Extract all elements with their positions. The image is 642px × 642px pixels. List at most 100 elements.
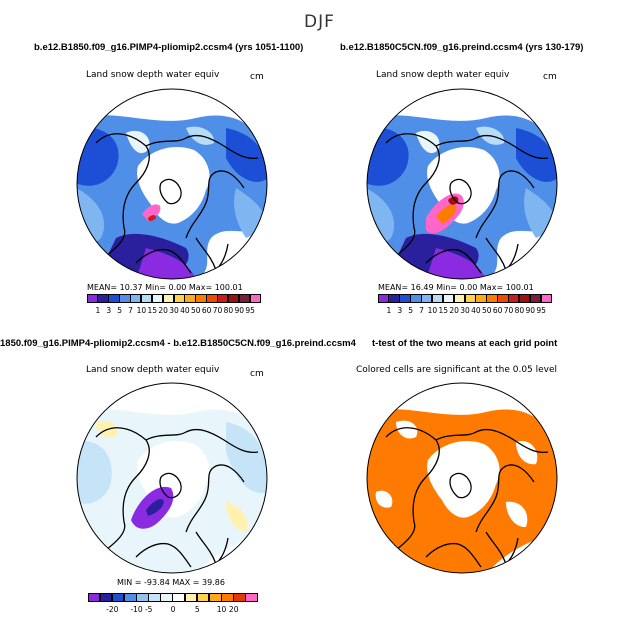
colorbar-box <box>245 593 258 602</box>
colorbar-box <box>184 593 198 602</box>
colorbar-box <box>508 294 520 303</box>
arctic-ocean <box>427 440 500 518</box>
coastline <box>385 133 440 257</box>
colorbar-box <box>208 593 222 602</box>
greenland-high-snow <box>148 215 156 221</box>
colorbar-tick-label: 20 <box>158 306 168 315</box>
map-border <box>76 88 268 280</box>
colorbar-tick-label: 95 <box>245 306 255 315</box>
colorbar-tick-label: 70 <box>503 306 514 315</box>
coastline <box>185 170 245 239</box>
colorbar-box <box>388 294 400 303</box>
colorbar-tick-label: 1 <box>95 306 101 315</box>
panel3-variable: Land snow depth water equiv <box>86 365 220 375</box>
colorbar-box <box>123 593 137 602</box>
insignificant-cells <box>375 490 393 508</box>
snow-land-field <box>226 128 267 182</box>
colorbar-box <box>140 294 153 303</box>
colorbar-box <box>119 294 131 303</box>
colorbar-box <box>195 294 207 303</box>
panel2-stats: MEAN= 16.49 Min= 0.00 Max= 100.01 <box>378 283 534 292</box>
coastline <box>449 178 472 205</box>
colorbar-tick-label: 15 <box>147 306 158 315</box>
colorbar-tick-label: 7 <box>128 306 133 315</box>
colorbar-box <box>111 593 125 602</box>
greenland-high-snow <box>436 204 457 224</box>
coastline <box>135 248 192 274</box>
coastline <box>135 542 192 568</box>
coastline <box>185 464 245 533</box>
colorbar-tick-label: 80 <box>223 306 234 315</box>
colorbar-box <box>221 593 234 602</box>
coastline <box>159 472 182 499</box>
coastline <box>435 134 549 160</box>
colorbar-tick-label: 1 <box>386 306 392 315</box>
coastline <box>145 428 259 454</box>
map-border <box>366 88 558 280</box>
panel1-title: b.e12.B1850.f09_g16.PIMP4-pliomip2.ccsm4… <box>34 42 304 53</box>
coastline <box>475 170 535 239</box>
coastline <box>425 542 482 568</box>
colorbar-box <box>148 593 161 602</box>
colorbar-tick-label: 5 <box>117 306 123 315</box>
colorbar-tick-label: 70 <box>212 306 223 315</box>
colorbar-tick-label: 20 <box>228 605 239 614</box>
colorbar-box <box>486 294 498 303</box>
colorbar-box <box>249 294 261 303</box>
colorbar-box <box>160 593 173 602</box>
snow-land-field <box>516 128 557 182</box>
colorbar-box <box>238 294 251 303</box>
coastline <box>475 464 535 533</box>
panel2-colorbar <box>377 294 552 303</box>
panel2-variable: Land snow depth water equiv <box>376 70 510 80</box>
coastline <box>159 178 182 205</box>
panel2-units: cm <box>543 72 557 82</box>
colorbar-box <box>421 294 433 303</box>
colorbar-tick-label: -5 <box>144 605 153 614</box>
colorbar-tick-label: 50 <box>481 306 492 315</box>
colorbar-box <box>217 294 229 303</box>
colorbar-box <box>99 593 113 602</box>
panel4-title: t-test of the two means at each grid poi… <box>372 338 558 349</box>
colorbar-box <box>453 294 465 303</box>
colorbar-tick-label: 7 <box>419 306 424 315</box>
colorbar-tick-label: 5 <box>194 605 200 614</box>
insignificant-cells <box>506 501 528 528</box>
colorbar-tick-label: 40 <box>471 306 481 315</box>
colorbar-box <box>130 294 142 303</box>
colorbar-tick-label: 90 <box>525 306 536 315</box>
colorbar-box <box>431 294 444 303</box>
colorbar-box <box>196 593 210 602</box>
colorbar-box <box>206 294 218 303</box>
colorbar-box <box>87 593 101 602</box>
colorbar-tick-label: 60 <box>492 306 503 315</box>
colorbar-tick-label: 3 <box>397 306 403 315</box>
coastline <box>425 248 482 274</box>
colorbar-box <box>162 294 174 303</box>
panel1-polar-map <box>76 88 268 280</box>
colorbar-box <box>86 294 98 303</box>
panel2-colorbar-labels: 1 3 5 7 10 15 20 30 40 50 60 70 80 90 95 <box>378 306 552 316</box>
panel1-units: cm <box>250 72 264 82</box>
panel3-title: 1850.f09_g16.PIMP4-pliomip2.ccsm4 - b.e1… <box>0 338 356 349</box>
coastline <box>95 427 150 551</box>
map-border <box>76 382 268 574</box>
panel3-stats: MIN = -93.84 MAX = 39.86 <box>117 578 225 587</box>
panel1-colorbar-labels: 1 3 5 7 10 15 20 30 40 50 60 70 80 90 95 <box>87 306 261 316</box>
colorbar-box <box>529 294 542 303</box>
colorbar-box <box>442 294 455 303</box>
colorbar-box <box>475 294 487 303</box>
coastline <box>449 472 472 499</box>
greenland-difference <box>146 499 164 516</box>
colorbar-box <box>97 294 109 303</box>
colorbar-tick-label: 5 <box>408 306 414 315</box>
difference-field <box>226 502 248 532</box>
colorbar-box <box>227 294 240 303</box>
panel3-units: cm <box>250 369 264 379</box>
greenland-high-snow <box>448 196 459 205</box>
season-title: DJF <box>304 12 335 32</box>
panel3-polar-map <box>76 382 268 574</box>
colorbar-tick-label: 0 <box>170 605 176 614</box>
colorbar-box <box>172 593 186 602</box>
colorbar-tick-label: 10 <box>216 605 227 614</box>
